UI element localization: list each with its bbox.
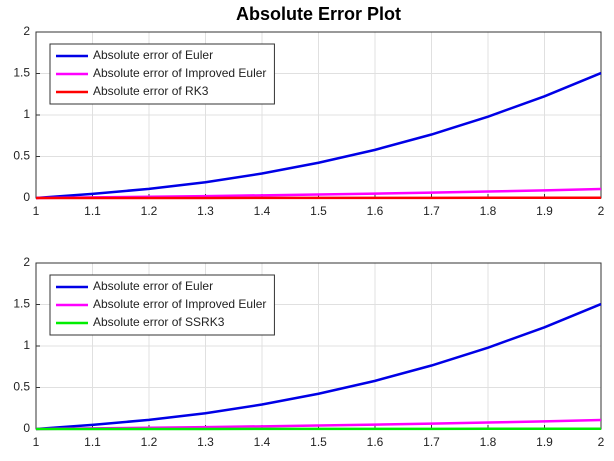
x-tick-label: 1.2 bbox=[141, 204, 158, 218]
legend: Absolute error of Euler Absolute error of… bbox=[49, 274, 275, 336]
x-tick-label: 1.8 bbox=[480, 435, 497, 449]
x-tick-label: 1 bbox=[33, 204, 40, 218]
x-tick-label: 1.5 bbox=[310, 435, 327, 449]
x-tick-label: 1.2 bbox=[141, 435, 158, 449]
axes: Absolute Error Plot 1 1.1 1.2 1.3 1.4 1.5 1.6 1.… bbox=[13, 4, 604, 218]
x-tick-label: 1.1 bbox=[84, 435, 101, 449]
y-tick-label: 0.5 bbox=[13, 149, 30, 163]
x-tick-label: 2 bbox=[598, 204, 605, 218]
x-tick-label: 1.8 bbox=[480, 204, 497, 218]
x-tick-label: 1.6 bbox=[367, 204, 384, 218]
legend: Absolute error of Euler Absolute error of… bbox=[49, 43, 275, 105]
x-tick-label: 2 bbox=[598, 435, 605, 449]
legend-label: Absolute error of RK3 bbox=[93, 84, 209, 98]
y-tick-label: 2 bbox=[23, 255, 30, 269]
series-line bbox=[35, 71, 602, 200]
x-tick-label: 1.3 bbox=[197, 435, 214, 449]
y-tick-label: 0 bbox=[23, 421, 30, 435]
series-line bbox=[35, 302, 602, 431]
y-tick-label: 1.5 bbox=[13, 297, 30, 311]
x-tick-label: 1.7 bbox=[423, 435, 440, 449]
x-tick-label: 1.9 bbox=[536, 435, 553, 449]
x-tick-label: 1.7 bbox=[423, 204, 440, 218]
x-tick-label: 1.9 bbox=[536, 204, 553, 218]
legend-label: Absolute error of Improved Euler bbox=[93, 66, 266, 80]
chart-title: Absolute Error Plot bbox=[236, 4, 401, 24]
legend-label: Absolute error of Euler bbox=[93, 279, 213, 293]
y-tick-label: 1.5 bbox=[13, 66, 30, 80]
x-tick-label: 1 bbox=[33, 435, 40, 449]
x-tick-label: 1.5 bbox=[310, 204, 327, 218]
y-tick-label: 0.5 bbox=[13, 380, 30, 394]
y-tick-label: 1 bbox=[23, 107, 30, 121]
x-tick-label: 1.6 bbox=[367, 435, 384, 449]
legend-label: Absolute error of Euler bbox=[93, 48, 213, 62]
x-tick-label: 1.4 bbox=[254, 204, 271, 218]
x-tick-label: 1.4 bbox=[254, 435, 271, 449]
legend-label: Absolute error of Improved Euler bbox=[93, 297, 266, 311]
y-tick-label: 1 bbox=[23, 338, 30, 352]
axes: 1 1.1 1.2 1.3 1.4 1.5 1.6 1.7 1.8 1.9 2 0 0.5 1 1.5 2 Ab… bbox=[13, 255, 604, 449]
x-tick-label: 1.1 bbox=[84, 204, 101, 218]
x-tick-label: 1.3 bbox=[197, 204, 214, 218]
y-tick-label: 2 bbox=[23, 24, 30, 38]
legend-label: Absolute error of SSRK3 bbox=[93, 315, 225, 329]
y-tick-label: 0 bbox=[23, 190, 30, 204]
